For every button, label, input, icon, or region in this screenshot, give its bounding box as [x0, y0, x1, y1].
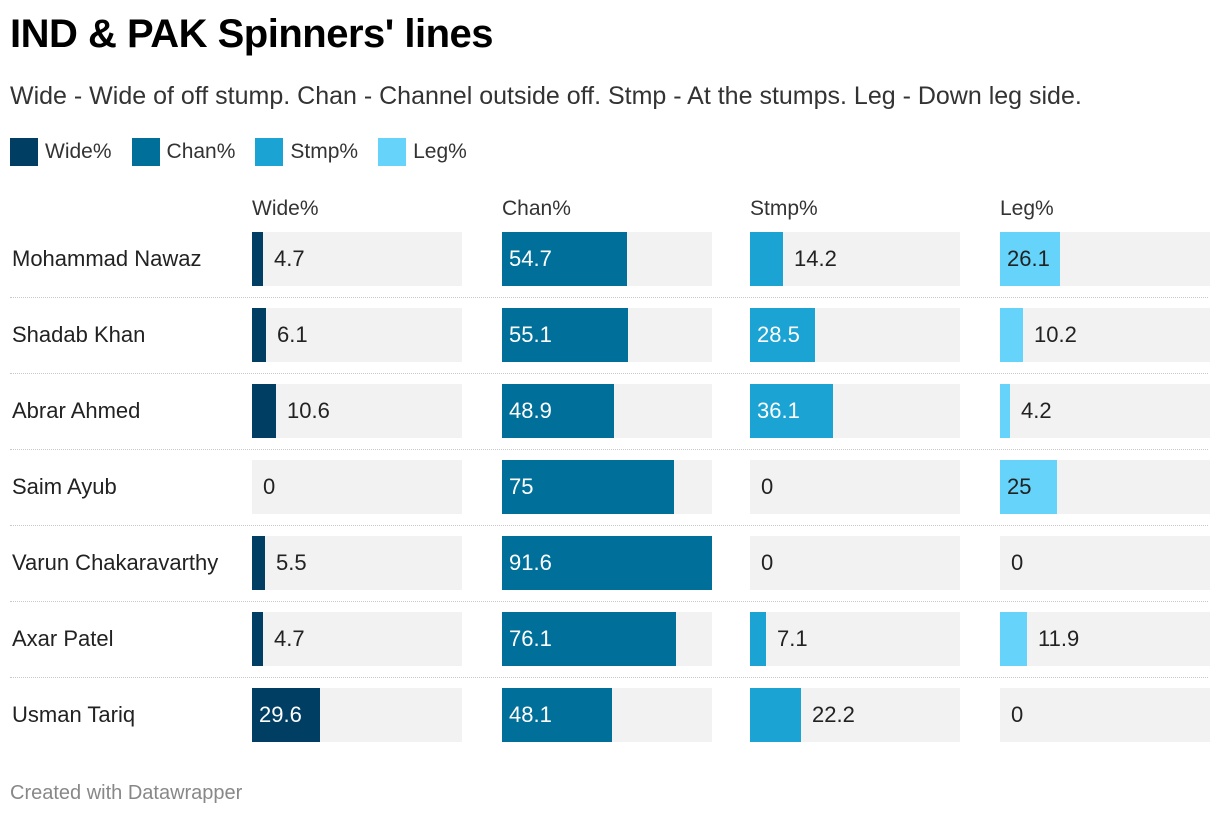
bar-leg [1000, 232, 1060, 286]
bar-chan [502, 460, 674, 514]
legend-swatch-leg [378, 138, 407, 166]
bar-wide [252, 612, 263, 666]
row-separator [10, 525, 1208, 526]
bar-wide [252, 384, 276, 438]
bar-background [750, 460, 960, 514]
legend-label-wide: Wide% [45, 140, 112, 163]
bar-background [1000, 612, 1210, 666]
bar-chan [502, 612, 676, 666]
bar-background [750, 232, 960, 286]
legend-item-wide: Wide% [10, 138, 112, 166]
bar-wide [252, 308, 266, 362]
bar-value-label: 0 [761, 550, 774, 575]
bar-value-label: 0 [761, 474, 774, 499]
bar-background [1000, 536, 1210, 590]
bar-value-label: 7.1 [777, 626, 808, 651]
column-header-leg: Leg% [1000, 197, 1054, 220]
bar-leg [1000, 612, 1027, 666]
legend: Wide% Chan% Stmp% Leg% [10, 138, 487, 166]
column-header-chan: Chan% [502, 197, 571, 220]
bar-value-label: 28.5 [757, 322, 800, 347]
bar-chan [502, 536, 712, 590]
bar-background [252, 536, 462, 590]
bar-background [750, 536, 960, 590]
bar-background [252, 308, 462, 362]
bar-background [252, 384, 462, 438]
bar-wide [252, 536, 265, 590]
chart-title: IND & PAK Spinners' lines [10, 12, 494, 56]
row-label: Axar Patel [12, 626, 114, 651]
bar-chan [502, 688, 612, 742]
bar-stmp [750, 688, 801, 742]
row-label: Mohammad Nawaz [12, 246, 202, 271]
bar-wide [252, 232, 263, 286]
row-label: Abrar Ahmed [12, 398, 141, 423]
legend-item-stmp: Stmp% [255, 138, 358, 166]
row-label: Varun Chakaravarthy [12, 550, 219, 575]
bar-value-label: 4.7 [274, 626, 305, 651]
row-label: Shadab Khan [12, 322, 146, 347]
bar-value-label: 6.1 [277, 322, 308, 347]
bar-value-label: 5.5 [276, 550, 307, 575]
bar-value-label: 4.2 [1021, 398, 1052, 423]
bar-stmp [750, 232, 783, 286]
legend-swatch-chan [131, 138, 160, 166]
bar-value-label: 55.1 [509, 322, 552, 347]
bar-value-label: 11.9 [1038, 626, 1080, 651]
bar-background [1000, 688, 1210, 742]
bar-value-label: 36.1 [757, 398, 800, 423]
row-separator [10, 373, 1208, 374]
bar-chan [502, 232, 627, 286]
row-label: Usman Tariq [12, 702, 136, 727]
bar-leg [1000, 308, 1023, 362]
row-separator [10, 449, 1208, 450]
bar-stmp [750, 308, 815, 362]
chart-subtitle: Wide - Wide of off stump. Chan - Channel… [10, 82, 1082, 110]
bar-background [252, 612, 462, 666]
bar-value-label: 48.1 [509, 702, 552, 727]
bar-background [252, 460, 462, 514]
bar-background [1000, 384, 1210, 438]
legend-label-leg: Leg% [413, 140, 467, 163]
bar-value-label: 14.2 [794, 246, 837, 271]
bar-background [1000, 308, 1210, 362]
bar-leg [1000, 460, 1057, 514]
bar-chan [502, 384, 614, 438]
bar-value-label: 75 [509, 474, 534, 499]
bar-stmp [750, 384, 833, 438]
bar-value-label: 10.2 [1034, 322, 1077, 347]
row-label: Saim Ayub [12, 474, 117, 499]
bar-value-label: 91.6 [509, 550, 552, 575]
row-separator [10, 297, 1208, 298]
bar-value-label: 29.6 [259, 702, 302, 727]
row-separator [10, 601, 1208, 602]
bar-chan [502, 308, 628, 362]
bar-leg [1000, 384, 1010, 438]
legend-swatch-stmp [255, 138, 284, 166]
bar-value-label: 0 [263, 474, 276, 499]
bar-background [252, 232, 462, 286]
legend-label-stmp: Stmp% [290, 140, 359, 163]
bar-value-label: 0 [1011, 550, 1024, 575]
bar-value-label: 25 [1007, 474, 1032, 499]
legend-swatch-wide [10, 138, 38, 166]
bar-value-label: 54.7 [509, 246, 552, 271]
bar-value-label: 76.1 [509, 626, 552, 651]
bar-wide [252, 688, 320, 742]
row-separator [10, 677, 1208, 678]
bar-stmp [750, 612, 766, 666]
datawrapper-credit: Created with Datawrapper [10, 782, 243, 804]
column-header-wide: Wide% [252, 197, 319, 220]
legend-item-chan: Chan% [131, 138, 236, 166]
column-header-stmp: Stmp% [750, 197, 818, 220]
bar-value-label: 10.6 [287, 398, 330, 423]
bar-value-label: 22.2 [812, 702, 855, 727]
bar-value-label: 0 [1011, 702, 1024, 727]
bar-value-label: 48.9 [509, 398, 552, 423]
legend-label-chan: Chan% [166, 140, 236, 163]
bar-background [750, 612, 960, 666]
bar-value-label: 26.1 [1007, 246, 1050, 271]
bar-value-label: 4.7 [274, 246, 305, 271]
legend-item-leg: Leg% [378, 138, 467, 166]
